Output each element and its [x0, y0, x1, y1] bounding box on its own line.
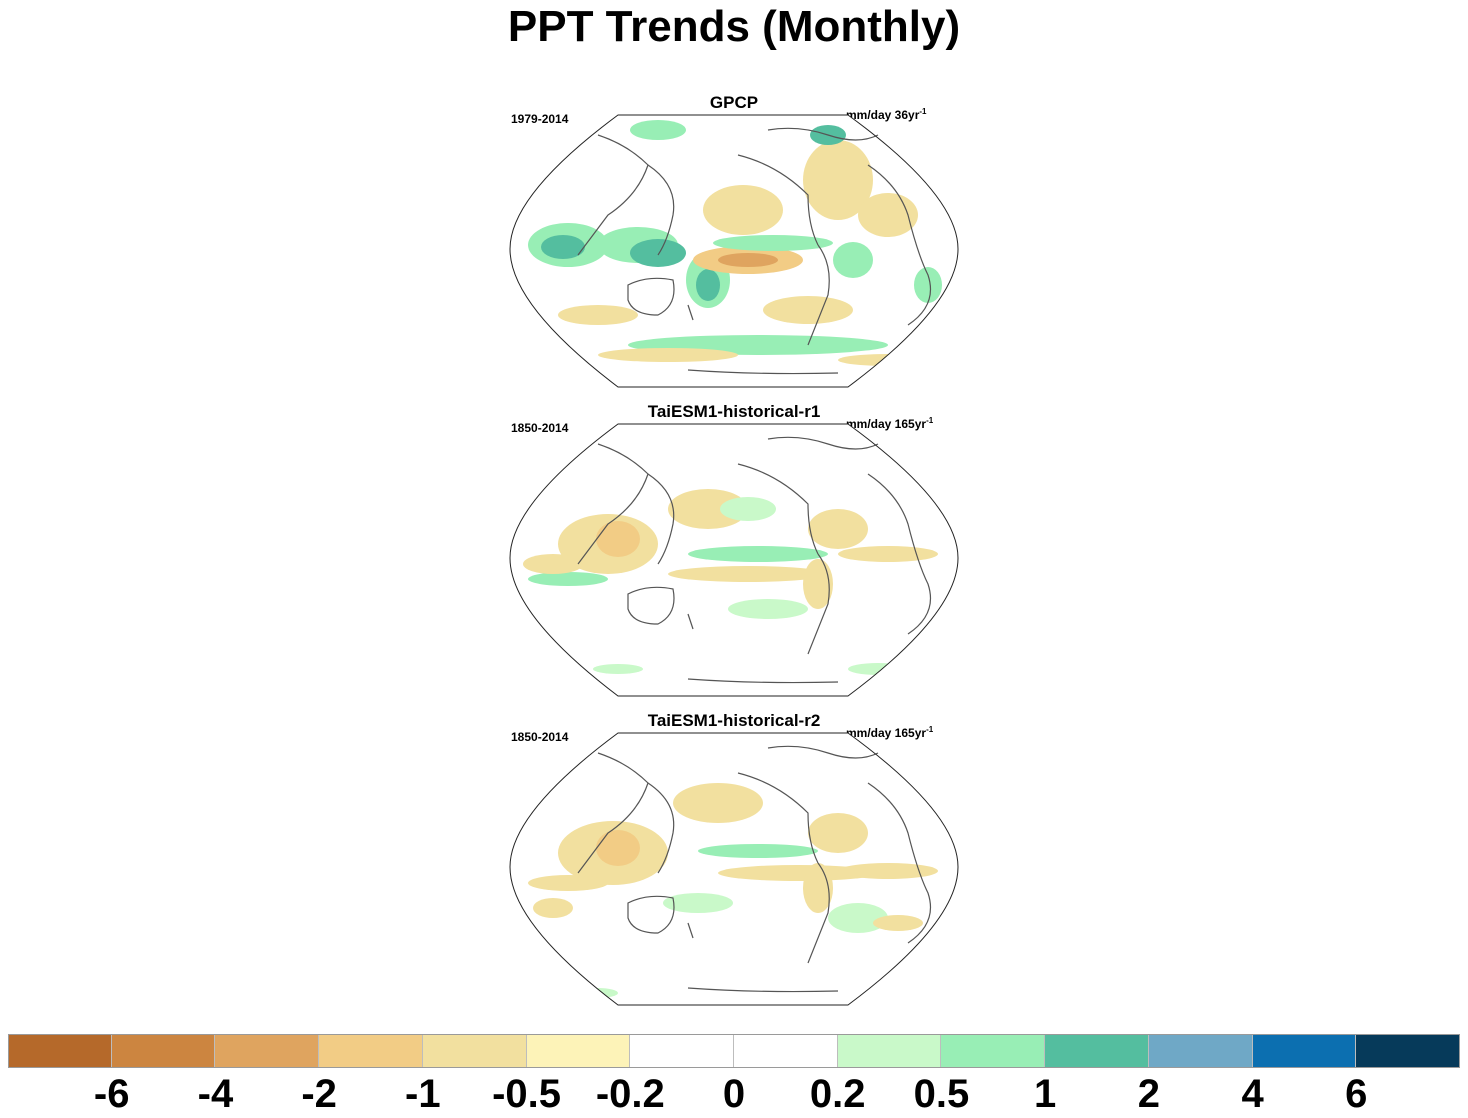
period-label: 1850-2014 — [511, 421, 569, 435]
colorbar-segment — [941, 1034, 1046, 1068]
colorbar-segment — [1045, 1034, 1149, 1068]
colorbar-tick-label: -2 — [301, 1072, 337, 1116]
colorbar-segment — [630, 1034, 734, 1068]
colorbar-segment — [837, 1034, 942, 1068]
colorbar-segment — [422, 1034, 527, 1068]
colorbar-segment — [1148, 1034, 1253, 1068]
colorbar-segment — [319, 1034, 423, 1068]
colorbar-tick-label: -6 — [93, 1072, 130, 1116]
colorbar-segment — [111, 1034, 216, 1068]
panel-title: GPCP — [709, 93, 759, 112]
panel-taiesm1-r2: TaiESM1-historical-r2 1850-2014 mm/day 1… — [0, 711, 1468, 1011]
panel-title: TaiESM1-historical-r2 — [647, 711, 821, 730]
colorbar-segment — [8, 1034, 112, 1068]
colorbar-tick-label: 1 — [1034, 1072, 1057, 1116]
units-label: mm/day 165yr-1 — [846, 416, 934, 431]
colorbar-tick-label: 2 — [1137, 1072, 1160, 1116]
map-gpcp — [509, 114, 959, 388]
colorbar-tick-label: 4 — [1241, 1072, 1264, 1116]
panel-taiesm1-r1: TaiESM1-historical-r1 1850-2014 mm/day 1… — [0, 402, 1468, 702]
figure-title: PPT Trends (Monthly) — [507, 2, 961, 51]
colorbar-tick-label: 6 — [1345, 1072, 1368, 1116]
colorbar-tick-label: -4 — [197, 1072, 234, 1116]
colorbar-frame — [8, 1034, 1460, 1068]
colorbar-segment — [734, 1034, 838, 1068]
colorbar-segment — [1252, 1034, 1357, 1068]
panel-title: TaiESM1-historical-r1 — [647, 402, 821, 421]
map-taiesm1-r2 — [509, 732, 959, 1006]
colorbar — [8, 1034, 1460, 1068]
colorbar-tick-label: -0.2 — [595, 1072, 665, 1116]
colorbar-tick-label: 0.2 — [809, 1072, 866, 1116]
period-label: 1850-2014 — [511, 730, 569, 744]
period-label: 1979-2014 — [511, 112, 569, 126]
units-label: mm/day 165yr-1 — [846, 725, 934, 740]
colorbar-segment — [215, 1034, 320, 1068]
units-label: mm/day 36yr-1 — [846, 107, 927, 122]
map-taiesm1-r1 — [509, 423, 959, 697]
colorbar-tick-label: -0.5 — [492, 1072, 562, 1116]
colorbar-tick-label: 0.5 — [913, 1072, 970, 1116]
colorbar-tick-label: 0 — [722, 1072, 746, 1116]
colorbar-segment — [526, 1034, 631, 1068]
panel-gpcp: GPCP 1979-2014 mm/day 36yr-1 — [0, 93, 1468, 393]
colorbar-tick-label: -1 — [405, 1072, 441, 1116]
